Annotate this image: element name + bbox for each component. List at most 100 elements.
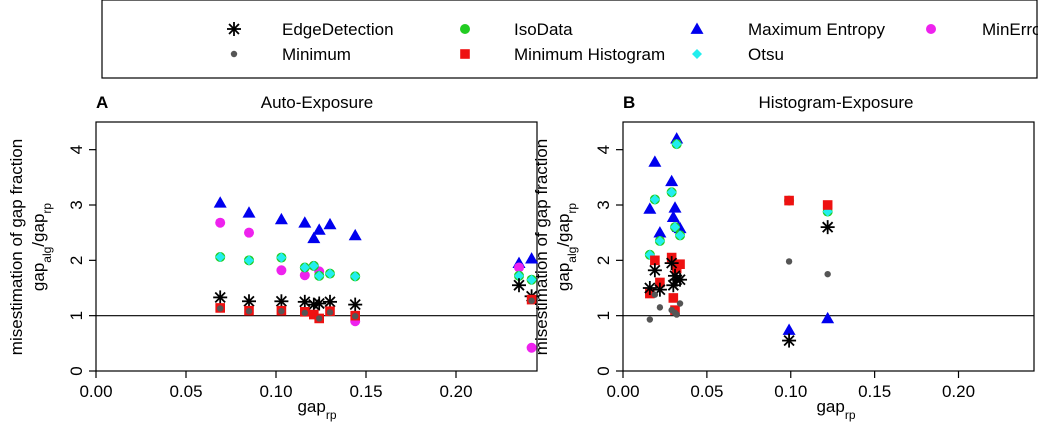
panel-b-point-minimum-histogram [668, 293, 679, 303]
panel-a-point-minimum [352, 313, 359, 320]
panel-b-title: Histogram-Exposure [759, 93, 914, 112]
legend: EdgeDetection IsoData Maximum Entropy MinEr… [101, 0, 1038, 79]
panel-b-point-otsu [670, 222, 681, 233]
panel-b-y-axis-label: misestimation of gap fraction gapalg/gap… [532, 139, 579, 355]
panel-a-y-axis-label-line2: gapalg/gaprp [29, 203, 54, 291]
panel-b-y-axis-label-line1: misestimation of gap fraction [532, 139, 551, 355]
legend-entries: EdgeDetection IsoData Maximum Entropy MinEr… [227, 20, 1038, 64]
panel-a-point-maximum-entropy [242, 206, 256, 218]
panel-a-x-tick-label: 0.15 [349, 382, 382, 401]
panel-b-point-edgedetection [673, 272, 688, 287]
panel-a-point-maximum-entropy [323, 217, 337, 230]
panel-a-point-maximum-entropy [298, 216, 312, 228]
panel-a-point-otsu [299, 262, 310, 273]
panel-b-point-minimum [656, 304, 664, 311]
legend-label-otsu: Otsu [748, 45, 784, 64]
panel-a-point-maximum-entropy [525, 252, 539, 264]
panel-b-point-maximum-entropy [648, 155, 662, 167]
panel-a-point-otsu [308, 260, 319, 271]
panel-b-point-minimum [651, 291, 659, 298]
legend-label-minimum-histogram: Minimum Histogram [514, 45, 665, 64]
panel-a-y-tick-label: 3 [67, 200, 86, 209]
panel-b-y-tick-label: 2 [594, 256, 613, 265]
panel-a-point-otsu [526, 274, 537, 285]
panel-b-x-tick-label: 0.10 [774, 382, 807, 401]
panel-a-point-edgedetection [312, 296, 327, 311]
panel-a-point-minimum [326, 309, 334, 316]
panel-a-point-minerror [514, 262, 524, 273]
panel-b-point-minimum [824, 270, 831, 278]
panel-b-point-minimum-histogram [650, 255, 660, 266]
panel-a-point-minimum [301, 309, 308, 317]
panel-a-point-otsu [514, 270, 524, 281]
panel-b-point-edgedetection [782, 333, 797, 348]
panel-b-point-otsu [671, 139, 682, 150]
panel-a-y-axis-label: misestimation of gap fraction gapalg/gap… [7, 139, 54, 355]
panel-a-title: Auto-Exposure [261, 93, 373, 112]
panel-b-point-minimum [676, 300, 684, 307]
panel-b-axes: 0.00 0.05 0.10 0.15 0.20 0 1 2 3 4 [594, 145, 1034, 401]
panel-a-point-maximum-entropy [213, 196, 227, 208]
panel-b-y-tick-label: 1 [594, 311, 613, 320]
panel-b-y-tick-label: 3 [594, 200, 613, 209]
panel-b-x-tick-label: 0.15 [858, 382, 891, 401]
panel-b-point-otsu [649, 194, 660, 205]
panel-a-point-minimum [278, 308, 285, 315]
legend-label-isodata: IsoData [514, 20, 573, 39]
panel-a-point-edgedetection [297, 294, 312, 309]
panel-a-marks [213, 196, 539, 353]
panel-a-x-tick-label: 0.05 [169, 382, 202, 401]
panel-a-point-otsu [215, 252, 226, 263]
panel-b-plot-frame [622, 121, 1035, 372]
panel-a-point-minerror [215, 217, 226, 228]
panel-a-x-axis-label: gaprp [297, 397, 336, 422]
legend-marker-otsu [692, 49, 702, 59]
panel-a-y-tick-label: 0 [67, 366, 86, 375]
panel-a-y-tick-label: 2 [67, 256, 86, 265]
panel-a-x-tick-label: 0.20 [439, 382, 472, 401]
panel-a-point-maximum-entropy [274, 212, 288, 225]
panel-a-y-tick-label: 1 [67, 311, 86, 320]
panel-a-x-tick-label: 0.00 [79, 382, 112, 401]
legend-marker-isodata [460, 24, 470, 34]
panel-b-label: B [623, 93, 635, 112]
panel-a-axes: 0.00 0.05 0.10 0.15 0.20 0 1 2 3 4 [67, 145, 537, 401]
panel-b-point-otsu [654, 235, 665, 246]
panel-b-point-maximum-entropy [643, 202, 657, 214]
panel-a-point-maximum-entropy [307, 231, 321, 244]
legend-marker-minimum [230, 50, 238, 58]
panel-b-x-axis-label: gaprp [816, 397, 855, 422]
panel-b-point-maximum-entropy [821, 311, 835, 324]
legend-marker-edgedetection [227, 22, 241, 36]
panel-a-point-minimum-histogram [309, 309, 319, 320]
panel-b-point-edgedetection [642, 281, 657, 295]
panel-b-x-tick-label: 0.05 [690, 382, 723, 401]
panel-a-y-tick-label: 4 [67, 145, 86, 154]
panel-b-point-otsu [666, 187, 677, 198]
panel-b-x-tick-label: 0.00 [606, 382, 639, 401]
panel-a-y-axis-label-line1: misestimation of gap fraction [7, 139, 26, 355]
panel-a-point-otsu [276, 252, 287, 263]
panel-b-point-edgedetection [820, 220, 835, 235]
panel-a-point-minerror [276, 265, 287, 276]
panel-a-point-otsu [244, 255, 254, 266]
panel-a: A Auto-Exposure misestimation of gap fra… [7, 93, 539, 422]
panel-b-y-tick-label: 4 [594, 145, 613, 154]
panel-a-point-minimum [245, 308, 253, 315]
panel-b-y-axis-label-line2: gapalg/gaprp [554, 203, 579, 291]
panel-b: B Histogram-Exposure misestimation of ga… [532, 93, 1035, 422]
panel-b-point-minimum-histogram [822, 200, 833, 210]
panel-b-marks [642, 132, 835, 348]
panel-b-point-edgedetection [647, 263, 662, 278]
panel-b-point-edgedetection [664, 256, 679, 271]
panel-a-label: A [96, 93, 108, 112]
panel-b-y-tick-label: 0 [594, 366, 613, 375]
legend-label-minimum: Minimum [282, 45, 351, 64]
panel-a-point-minimum [528, 297, 535, 304]
legend-box [101, 0, 1038, 79]
panel-b-point-minimum [673, 311, 680, 318]
panel-a-point-minerror [244, 227, 254, 238]
legend-marker-minerror [926, 24, 936, 34]
panel-a-point-edgedetection [348, 297, 363, 312]
